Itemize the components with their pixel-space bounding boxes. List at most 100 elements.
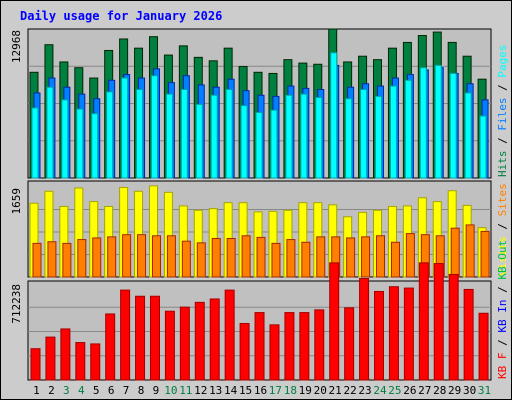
day-label-7: 7 — [123, 384, 130, 397]
bar-pages-day-13 — [210, 94, 218, 179]
bar-kb-f-day-14 — [224, 289, 235, 381]
bar-pages-day-9 — [150, 75, 158, 179]
day-label-18: 18 — [284, 384, 297, 397]
bar-sites-day-31 — [480, 230, 490, 278]
day-label-5: 5 — [93, 384, 100, 397]
day-label-29: 29 — [448, 384, 461, 397]
bar-pages-day-2 — [46, 86, 54, 179]
bar-sites-day-30 — [465, 224, 475, 278]
panel-hits-legend: Hits / Files / Pages — [496, 45, 509, 178]
bar-sites-day-12 — [196, 242, 206, 278]
day-label-19: 19 — [299, 384, 312, 397]
bar-kb-f-day-31 — [478, 312, 489, 381]
bar-pages-day-6 — [106, 91, 114, 179]
bar-sites-day-8 — [137, 234, 147, 278]
day-label-24: 24 — [373, 384, 387, 397]
day-labels: 1 2 3 4 5 6 7 8 9 10 11 12 13 14 15 16 17 18 19 20 21 22 23 24 2… — [33, 384, 491, 397]
bar-kb-f-day-7 — [120, 289, 131, 381]
day-label-20: 20 — [314, 384, 327, 397]
bar-sites-day-29 — [450, 227, 460, 278]
bar-kb-f-day-3 — [60, 328, 71, 381]
legend-entry: KB In — [496, 300, 509, 333]
bar-pages-day-19 — [300, 93, 308, 179]
bar-pages-day-12 — [195, 103, 203, 179]
panel-kb-legend: KB F / KB In / KB Out — [496, 240, 509, 379]
bar-kb-f-day-18 — [284, 312, 295, 381]
day-label-4: 4 — [78, 384, 85, 397]
legend-entry: / — [496, 216, 509, 236]
bar-pages-day-7 — [121, 77, 129, 179]
bar-kb-f-day-28 — [433, 263, 444, 381]
legend-entry: Files — [496, 98, 509, 131]
bar-kb-f-day-25 — [388, 286, 399, 381]
legend-entry: KB Out — [496, 240, 509, 280]
legend-entry: / — [496, 333, 509, 353]
bar-sites-day-24 — [376, 235, 386, 278]
bar-kb-f-day-15 — [239, 322, 250, 381]
bar-sites-day-16 — [256, 236, 266, 278]
bar-pages-day-5 — [91, 113, 99, 179]
bar-sites-day-22 — [346, 237, 356, 278]
bar-kb-f-day-26 — [403, 287, 414, 381]
bar-pages-day-1 — [31, 107, 39, 179]
day-label-28: 28 — [433, 384, 446, 397]
bar-kb-f-day-10 — [164, 310, 175, 381]
bar-kb-f-day-27 — [418, 262, 429, 381]
bar-sites-day-9 — [151, 235, 161, 278]
bar-pages-day-8 — [136, 89, 144, 179]
bar-kb-f-day-11 — [179, 306, 190, 381]
day-label-31: 31 — [478, 384, 491, 397]
bar-sites-day-3 — [62, 242, 72, 278]
bar-kb-f-day-16 — [254, 312, 265, 381]
bar-sites-day-11 — [181, 240, 191, 278]
bar-pages-day-25 — [389, 85, 397, 179]
bar-kb-f-day-30 — [463, 288, 474, 381]
bar-sites-day-23 — [361, 236, 371, 278]
bar-pages-day-18 — [285, 94, 293, 179]
bar-kb-f-day-24 — [374, 290, 385, 381]
panel-kb-ymax-label: 712238 — [10, 284, 23, 324]
bar-sites-day-7 — [122, 234, 132, 278]
day-label-25: 25 — [388, 384, 401, 397]
bar-kb-f-day-12 — [194, 301, 205, 381]
day-label-23: 23 — [358, 384, 371, 397]
chart-title: Daily usage for January 2026 — [20, 9, 222, 23]
bar-sites-day-13 — [211, 237, 221, 278]
bar-sites-day-6 — [107, 236, 117, 278]
legend-entry: KB F — [496, 353, 509, 380]
bar-pages-day-26 — [404, 79, 412, 179]
day-label-9: 9 — [153, 384, 160, 397]
day-label-12: 12 — [194, 384, 207, 397]
day-label-17: 17 — [269, 384, 282, 397]
legend-entry: Pages — [496, 45, 509, 78]
bar-pages-day-24 — [375, 95, 383, 179]
bar-pages-day-30 — [464, 92, 472, 179]
bar-pages-day-17 — [270, 109, 278, 179]
legend-entry: / — [496, 131, 509, 151]
day-label-3: 3 — [63, 384, 70, 397]
day-label-8: 8 — [138, 384, 145, 397]
bar-sites-day-26 — [405, 233, 415, 278]
day-label-27: 27 — [418, 384, 431, 397]
bar-pages-day-11 — [180, 89, 188, 179]
bar-kb-f-day-21 — [329, 262, 340, 381]
bar-pages-day-22 — [345, 98, 353, 179]
panel-hits: 12968 Hits / Files / Pages — [10, 28, 509, 179]
bar-sites-day-4 — [77, 239, 87, 278]
bar-kb-f-day-17 — [269, 324, 280, 381]
bar-kb-f-day-9 — [149, 295, 160, 381]
day-label-14: 14 — [224, 384, 238, 397]
day-label-21: 21 — [329, 384, 342, 397]
bar-pages-day-3 — [61, 99, 69, 179]
day-label-2: 2 — [48, 384, 55, 397]
day-label-11: 11 — [179, 384, 192, 397]
bar-kb-f-day-19 — [299, 312, 310, 381]
bar-kb-f-day-23 — [359, 278, 370, 381]
legend-entry: Visits — [496, 236, 509, 276]
bar-kb-f-day-20 — [314, 309, 325, 381]
legend-entry: Hits — [496, 151, 509, 178]
bar-pages-day-29 — [449, 72, 457, 179]
bar-pages-day-16 — [255, 112, 263, 179]
